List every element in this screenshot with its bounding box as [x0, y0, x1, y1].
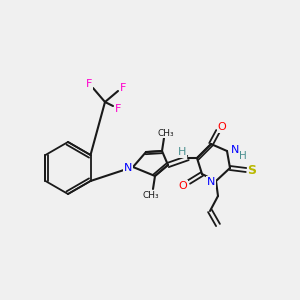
Text: H: H	[178, 147, 186, 157]
Text: O: O	[218, 122, 226, 132]
Text: O: O	[178, 181, 188, 191]
Text: CH₃: CH₃	[158, 128, 174, 137]
Text: F: F	[120, 83, 126, 93]
Text: S: S	[248, 164, 256, 176]
Text: N: N	[207, 177, 215, 187]
Text: N: N	[231, 145, 239, 155]
Text: H: H	[239, 151, 247, 161]
Text: F: F	[86, 79, 92, 89]
Text: F: F	[115, 104, 121, 114]
Text: CH₃: CH₃	[143, 190, 159, 200]
Text: N: N	[124, 163, 132, 173]
